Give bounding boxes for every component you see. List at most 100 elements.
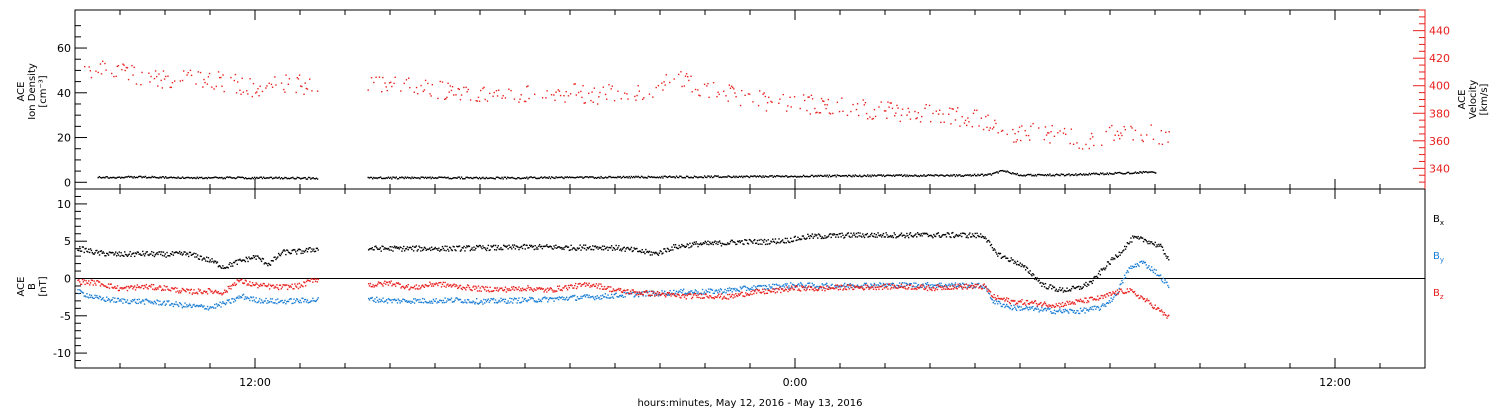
- density-point: [527, 178, 529, 180]
- bz-point: [465, 289, 467, 291]
- bz-point: [1024, 304, 1027, 306]
- velocity-point: [520, 94, 522, 96]
- bx-point: [888, 235, 890, 238]
- density-point: [702, 176, 705, 179]
- bx-point: [853, 232, 855, 234]
- bx-point: [169, 255, 171, 257]
- by-point: [401, 300, 403, 303]
- density-point: [150, 176, 152, 179]
- bx-point: [645, 248, 647, 251]
- by-point: [875, 284, 877, 286]
- density-point: [108, 177, 111, 179]
- bx-point: [655, 251, 657, 254]
- density-point: [892, 174, 895, 176]
- bz-point: [443, 285, 445, 287]
- bz-point: [1053, 306, 1056, 308]
- by-point: [642, 295, 644, 297]
- bz-point: [412, 286, 414, 289]
- bz-point: [1022, 303, 1024, 306]
- density-point: [850, 175, 852, 177]
- density-point: [265, 177, 267, 180]
- by-point: [1127, 271, 1129, 273]
- by-point: [648, 290, 651, 293]
- bx-point: [149, 253, 151, 255]
- bz-point: [112, 287, 114, 289]
- bx-point: [191, 253, 193, 256]
- bx-point: [769, 242, 771, 245]
- by-point: [416, 299, 418, 301]
- bx-point: [1154, 241, 1156, 244]
- bz-point: [650, 290, 652, 292]
- bz-point: [191, 293, 193, 295]
- by-point: [145, 298, 148, 300]
- velocity-point: [635, 99, 637, 101]
- density-point: [445, 177, 447, 179]
- density-point: [438, 176, 440, 178]
- by-point: [739, 286, 742, 288]
- bz-point: [580, 285, 582, 287]
- bx-point: [260, 260, 263, 263]
- bz-point: [430, 285, 433, 287]
- density-point: [303, 177, 305, 179]
- velocity-point: [265, 87, 267, 89]
- density-point: [700, 176, 702, 178]
- bz-point: [780, 291, 782, 294]
- by-point: [223, 302, 225, 304]
- bz-point: [832, 287, 834, 289]
- velocity-point: [930, 120, 932, 123]
- density-point: [666, 176, 669, 179]
- velocity-point: [617, 90, 619, 92]
- velocity-point: [593, 87, 596, 89]
- by-point: [991, 299, 994, 301]
- density-point: [960, 175, 962, 178]
- by-point: [955, 286, 958, 288]
- velocity-point: [116, 65, 119, 68]
- density-point: [583, 176, 585, 179]
- by-point: [862, 284, 865, 286]
- bx-point: [788, 241, 790, 244]
- bx-point: [860, 235, 862, 237]
- bz-point: [206, 293, 209, 295]
- bz-point: [449, 284, 452, 286]
- bx-point: [938, 235, 940, 237]
- bz-point: [467, 284, 470, 287]
- velocity-point: [919, 121, 922, 123]
- bx-point: [241, 259, 244, 261]
- by-point: [283, 301, 285, 304]
- by-point: [248, 297, 250, 300]
- density-point: [674, 177, 677, 179]
- bz-point: [798, 288, 800, 290]
- by-point: [1103, 305, 1105, 307]
- bz-point: [513, 289, 516, 291]
- bz-point: [658, 291, 661, 294]
- bx-point: [898, 234, 901, 236]
- bz-point: [797, 289, 799, 291]
- by-point: [183, 306, 185, 308]
- bz-point: [565, 287, 568, 289]
- bz-point: [260, 284, 263, 287]
- bz-point: [743, 295, 745, 298]
- density-point: [645, 177, 647, 179]
- velocity-point: [161, 87, 164, 89]
- bx-point: [821, 236, 823, 238]
- bz-point: [108, 287, 111, 289]
- bx-point: [464, 250, 466, 252]
- velocity-point: [84, 65, 86, 68]
- bz-point: [857, 286, 859, 289]
- bz-point: [186, 288, 188, 290]
- by-point: [622, 296, 625, 299]
- by-point: [1143, 262, 1146, 264]
- bz-point: [749, 293, 751, 295]
- bz-point: [781, 288, 784, 290]
- velocity-point: [187, 72, 189, 74]
- by-point: [746, 287, 749, 289]
- bx-point: [1044, 282, 1047, 285]
- by-point: [736, 288, 738, 290]
- by-point: [685, 293, 688, 295]
- bz-point: [556, 285, 559, 288]
- by-point: [269, 298, 272, 300]
- velocity-point: [723, 90, 725, 93]
- velocity-point: [873, 108, 876, 111]
- bz-point: [573, 287, 575, 289]
- by-point: [461, 301, 463, 303]
